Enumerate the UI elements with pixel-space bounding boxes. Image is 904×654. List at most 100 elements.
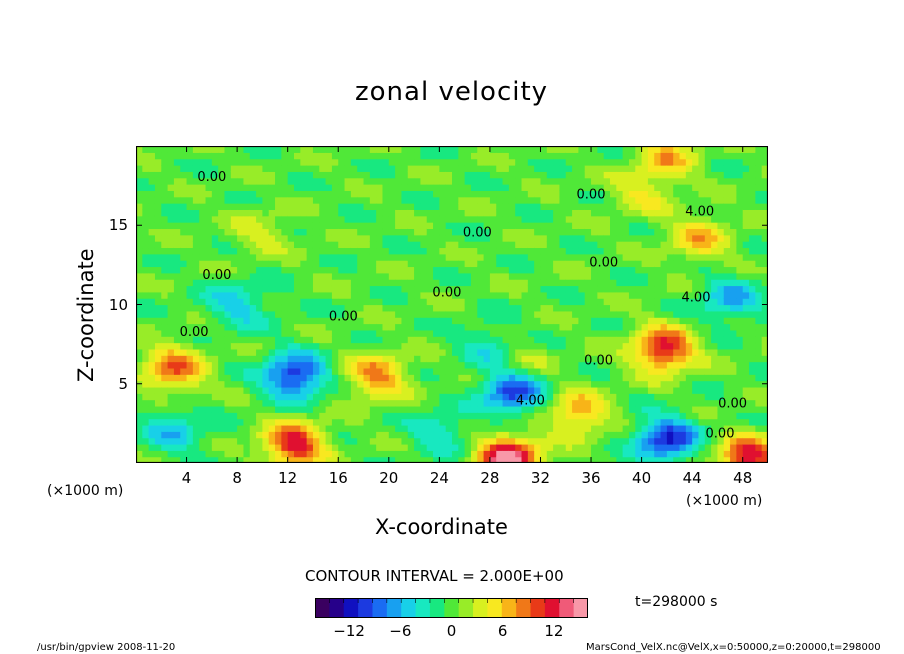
field-cell bbox=[565, 272, 573, 280]
field-cell bbox=[426, 437, 434, 445]
field-cell bbox=[395, 196, 403, 204]
field-cell bbox=[723, 304, 731, 312]
field-cell bbox=[420, 234, 428, 242]
field-cell bbox=[306, 348, 314, 356]
field-cell bbox=[730, 355, 737, 363]
field-cell bbox=[489, 209, 497, 217]
field-cell bbox=[224, 329, 232, 337]
field-cell bbox=[376, 298, 384, 306]
field-cell bbox=[692, 405, 700, 413]
field-cell bbox=[275, 165, 282, 172]
field-cell bbox=[477, 380, 485, 388]
field-cell bbox=[717, 215, 725, 223]
field-cell bbox=[761, 253, 768, 261]
field-cell bbox=[496, 437, 504, 445]
field-cell bbox=[464, 374, 472, 382]
field-cell bbox=[331, 456, 339, 463]
field-cell bbox=[717, 399, 725, 407]
field-cell bbox=[199, 412, 207, 420]
field-cell bbox=[161, 393, 169, 401]
field-cell bbox=[445, 405, 453, 413]
field-cell bbox=[382, 424, 390, 432]
field-cell bbox=[186, 361, 194, 369]
field-cell bbox=[256, 443, 263, 451]
field-cell bbox=[742, 241, 750, 249]
field-cell bbox=[205, 399, 213, 407]
field-cell bbox=[610, 291, 617, 299]
field-cell bbox=[736, 443, 744, 451]
field-cell bbox=[395, 424, 403, 432]
field-cell bbox=[312, 165, 320, 172]
field-cell bbox=[534, 405, 542, 413]
field-cell bbox=[407, 361, 415, 369]
field-cell bbox=[489, 386, 497, 394]
field-cell bbox=[679, 431, 687, 439]
field-cell bbox=[230, 367, 238, 375]
field-cell bbox=[704, 329, 712, 337]
field-cell bbox=[470, 386, 478, 394]
field-cell bbox=[256, 323, 263, 331]
field-cell bbox=[584, 348, 592, 356]
field-cell bbox=[483, 437, 491, 445]
field-cell bbox=[622, 165, 630, 172]
field-cell bbox=[628, 298, 636, 306]
field-cell bbox=[161, 323, 169, 331]
field-cell bbox=[711, 165, 719, 172]
field-cell bbox=[331, 279, 339, 287]
field-cell bbox=[647, 266, 655, 274]
field-cell bbox=[704, 310, 712, 318]
field-cell bbox=[641, 456, 649, 463]
field-cell bbox=[452, 329, 459, 337]
field-cell bbox=[300, 380, 308, 388]
field-cell bbox=[319, 310, 327, 318]
field-cell bbox=[610, 405, 617, 413]
field-cell bbox=[660, 253, 668, 261]
field-cell bbox=[477, 329, 485, 337]
field-cell bbox=[452, 247, 459, 255]
field-cell bbox=[363, 405, 371, 413]
field-cell bbox=[755, 165, 763, 172]
field-cell bbox=[161, 386, 169, 394]
field-cell bbox=[154, 317, 162, 325]
field-cell bbox=[199, 171, 207, 179]
field-cell bbox=[635, 304, 643, 312]
field-cell bbox=[565, 171, 573, 179]
field-cell bbox=[755, 215, 763, 223]
field-cell bbox=[306, 443, 314, 451]
field-cell bbox=[433, 190, 440, 198]
field-cell bbox=[300, 285, 308, 293]
field-cell bbox=[622, 431, 630, 439]
field-cell bbox=[363, 386, 371, 394]
field-cell bbox=[628, 196, 636, 204]
field-cell bbox=[192, 342, 200, 350]
field-cell bbox=[477, 348, 485, 356]
field-cell bbox=[515, 177, 523, 185]
field-cell bbox=[363, 424, 371, 432]
field-cell bbox=[363, 272, 371, 280]
field-cell bbox=[249, 374, 257, 382]
field-cell bbox=[205, 323, 213, 331]
field-cell bbox=[679, 380, 687, 388]
field-cell bbox=[496, 374, 504, 382]
field-cell bbox=[698, 323, 706, 331]
field-cell bbox=[167, 298, 175, 306]
field-cell bbox=[192, 424, 200, 432]
field-cell bbox=[325, 336, 333, 344]
field-cell bbox=[262, 380, 270, 388]
field-cell bbox=[249, 336, 257, 344]
field-cell bbox=[192, 418, 200, 426]
field-cell bbox=[173, 222, 181, 230]
field-cell bbox=[319, 418, 327, 426]
field-cell bbox=[237, 184, 245, 191]
field-cell bbox=[300, 291, 308, 299]
field-cell bbox=[344, 431, 352, 439]
field-cell bbox=[591, 374, 598, 382]
field-cell bbox=[407, 260, 415, 268]
field-cell bbox=[142, 336, 150, 344]
field-cell bbox=[218, 386, 226, 394]
field-cell bbox=[414, 380, 421, 388]
field-cell bbox=[521, 443, 529, 451]
field-cell bbox=[458, 203, 466, 210]
field-cell bbox=[679, 342, 687, 350]
field-cell bbox=[173, 247, 181, 255]
